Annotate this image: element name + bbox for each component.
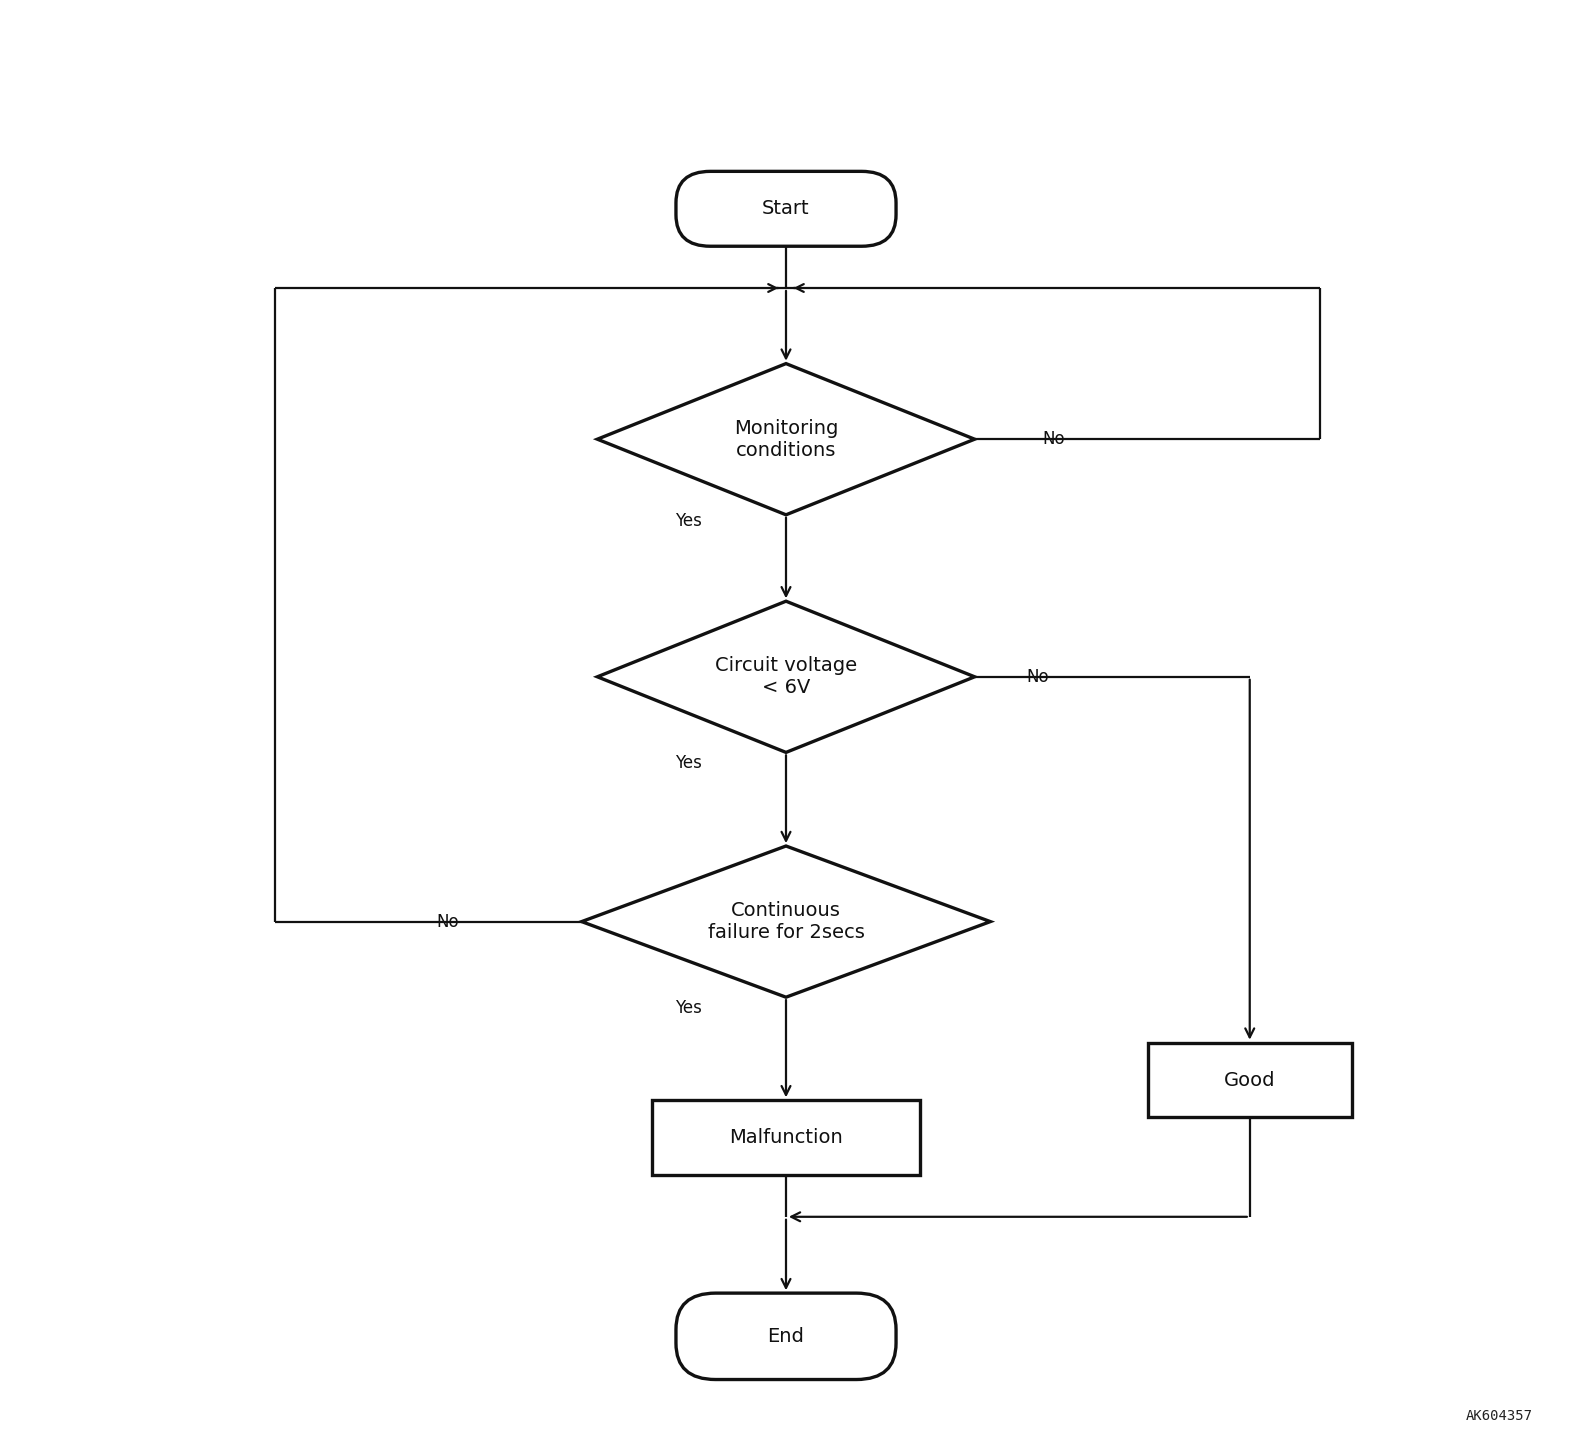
Text: Circuit voltage
< 6V: Circuit voltage < 6V [715, 657, 857, 697]
Text: No: No [1042, 431, 1064, 448]
Text: Yes: Yes [674, 999, 703, 1017]
Text: Monitoring
conditions: Monitoring conditions [734, 419, 838, 459]
FancyBboxPatch shape [676, 171, 896, 246]
Polygon shape [582, 845, 990, 996]
Text: No: No [1027, 668, 1049, 685]
Text: Start: Start [762, 199, 810, 219]
Bar [1148, 1043, 1352, 1117]
Polygon shape [597, 364, 975, 516]
Text: Yes: Yes [674, 513, 703, 530]
Text: Continuous
failure for 2secs: Continuous failure for 2secs [707, 901, 865, 942]
Text: End: End [767, 1326, 805, 1346]
Text: Malfunction: Malfunction [729, 1128, 843, 1148]
Text: Yes: Yes [674, 755, 703, 772]
FancyBboxPatch shape [676, 1293, 896, 1380]
Text: Good: Good [1225, 1070, 1275, 1090]
Polygon shape [597, 602, 975, 752]
Text: No: No [437, 913, 459, 930]
Text: AK604357: AK604357 [1465, 1408, 1533, 1423]
Bar [652, 1100, 920, 1175]
